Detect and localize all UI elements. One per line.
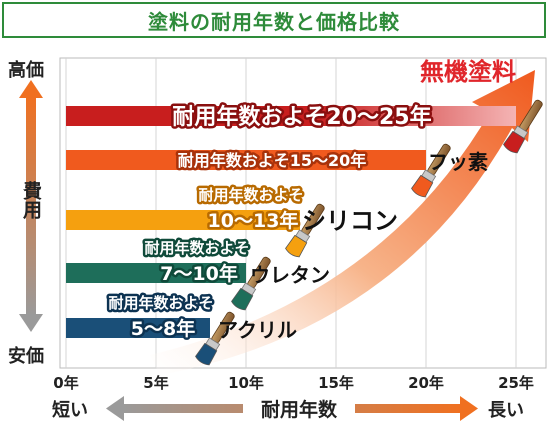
bar-group (66, 106, 516, 126)
y-axis-bottom-label: 安価 (8, 345, 44, 367)
x-axis-left-label: 短い (52, 399, 88, 421)
chart-title: 塗料の耐用年数と価格比較 (148, 9, 400, 34)
paint-brush-icon (411, 143, 451, 198)
category-label: シリコン (302, 207, 398, 235)
bar (66, 210, 300, 230)
duration-label-line2: 7～10年 (160, 262, 238, 285)
category-label: アクリル (218, 318, 297, 342)
x-tick-label: 5年 (143, 374, 168, 392)
x-axis-label-bg (243, 396, 355, 422)
chart-title-box: 塗料の耐用年数と価格比較 (2, 2, 546, 38)
highlight-label: 無機塗料 (420, 58, 516, 86)
paint-brush-icon (285, 203, 325, 258)
paint-brush-icon (195, 311, 235, 366)
brushes (195, 99, 543, 366)
bar-labels: 耐用年数およそ20～25年耐用年数およそ15～20年耐用年数およそ10～13年耐… (106, 102, 434, 343)
bar-group (66, 318, 210, 338)
duration-label: 耐用年数およそ15～20年 (178, 151, 367, 170)
bar (66, 150, 426, 170)
bar (66, 318, 210, 338)
duration-label-line1: 耐用年数およそ (108, 294, 213, 312)
bar-group (66, 210, 300, 230)
bar-group (66, 263, 246, 283)
duration-label-line1: 耐用年数およそ (198, 186, 303, 204)
duration-label: 耐用年数およそ20～25年 (172, 104, 431, 130)
x-tick-label: 0年 (53, 374, 78, 392)
y-axis-arrow (19, 80, 43, 332)
x-tick-label: 10年 (228, 374, 264, 392)
y-axis-label: 費用 (20, 180, 42, 220)
bars (66, 106, 516, 338)
category-label: ウレタン (250, 263, 330, 287)
trend-arrow (150, 70, 535, 375)
x-tick-label: 25年 (498, 374, 534, 392)
bar (66, 106, 516, 126)
duration-label-line1: 耐用年数およそ (144, 239, 249, 257)
x-axis-label: 耐用年数 (261, 398, 338, 421)
duration-label-line2: 10～13年 (208, 209, 299, 232)
paint-brush-icon (231, 256, 271, 311)
duration-label-line2: 5～8年 (131, 317, 195, 340)
bar-group (66, 150, 426, 170)
x-tick-label: 15年 (318, 374, 354, 392)
category-label: フッ素 (428, 150, 488, 174)
x-tick-labels: 0年 5年 10年 15年 20年 25年 (53, 374, 534, 392)
x-axis-right-label: 長い (488, 400, 524, 421)
x-tick-label: 20年 (408, 374, 444, 392)
paint-brush-icon (503, 99, 543, 154)
bar (66, 263, 246, 283)
y-axis-top-label: 高価 (8, 59, 44, 81)
